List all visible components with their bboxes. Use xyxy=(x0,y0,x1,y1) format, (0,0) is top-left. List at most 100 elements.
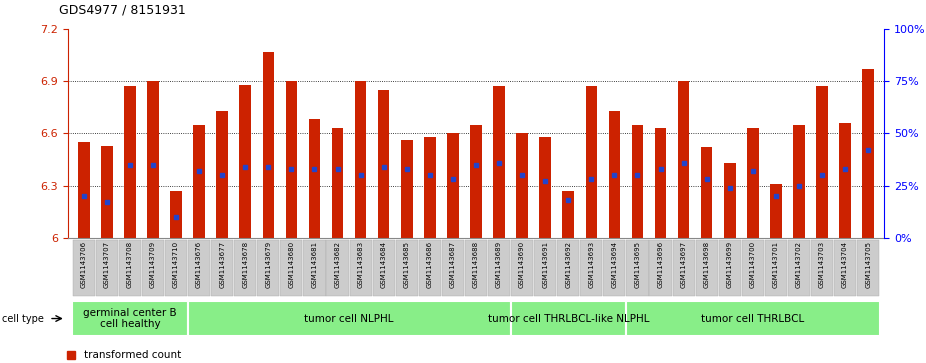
Bar xyxy=(632,125,644,238)
Bar xyxy=(488,240,510,296)
Bar xyxy=(534,240,557,296)
Text: GSM1143706: GSM1143706 xyxy=(81,241,87,288)
Text: GSM1143689: GSM1143689 xyxy=(496,241,502,288)
Bar xyxy=(101,146,113,238)
Bar xyxy=(678,81,689,238)
Text: GSM1143691: GSM1143691 xyxy=(543,241,548,288)
Bar xyxy=(581,240,603,296)
Bar xyxy=(655,128,667,238)
Bar xyxy=(470,125,482,238)
Bar xyxy=(401,140,412,238)
Text: GSM1143678: GSM1143678 xyxy=(243,241,248,288)
Text: GSM1143697: GSM1143697 xyxy=(681,241,686,288)
Text: GSM1143710: GSM1143710 xyxy=(173,241,179,288)
Text: GSM1143690: GSM1143690 xyxy=(519,241,525,288)
Bar xyxy=(188,240,210,296)
Bar xyxy=(649,240,671,296)
Bar xyxy=(281,240,303,296)
Text: transformed count: transformed count xyxy=(84,350,181,360)
Bar xyxy=(719,240,741,296)
Bar xyxy=(465,240,487,296)
Bar xyxy=(626,301,880,336)
Text: tumor cell NLPHL: tumor cell NLPHL xyxy=(305,314,394,323)
Text: GSM1143681: GSM1143681 xyxy=(311,241,318,288)
Bar xyxy=(263,52,274,238)
Bar xyxy=(378,90,390,238)
Bar xyxy=(304,240,326,296)
Bar xyxy=(124,86,135,238)
Bar xyxy=(608,111,620,238)
Text: GSM1143687: GSM1143687 xyxy=(450,241,456,288)
Text: GSM1143707: GSM1143707 xyxy=(104,241,110,288)
Bar xyxy=(165,240,187,296)
Bar xyxy=(257,240,280,296)
Bar xyxy=(747,128,758,238)
Text: GSM1143680: GSM1143680 xyxy=(288,241,294,288)
Bar xyxy=(194,125,205,238)
Bar xyxy=(72,240,94,296)
Bar xyxy=(442,240,464,296)
Bar xyxy=(217,111,228,238)
Bar xyxy=(839,123,851,238)
Bar xyxy=(424,137,435,238)
Bar xyxy=(834,240,857,296)
Bar xyxy=(170,191,181,238)
Text: GSM1143701: GSM1143701 xyxy=(773,241,779,288)
Text: GSM1143692: GSM1143692 xyxy=(565,241,571,288)
Bar xyxy=(142,240,164,296)
Bar xyxy=(701,147,712,238)
Bar xyxy=(234,240,257,296)
Bar xyxy=(285,81,297,238)
Bar xyxy=(742,240,764,296)
Text: GSM1143696: GSM1143696 xyxy=(657,241,664,288)
Text: GSM1143688: GSM1143688 xyxy=(473,241,479,288)
Text: GSM1143676: GSM1143676 xyxy=(196,241,202,288)
Text: GSM1143700: GSM1143700 xyxy=(750,241,756,288)
Text: tumor cell THRLBCL: tumor cell THRLBCL xyxy=(701,314,805,323)
Text: GSM1143682: GSM1143682 xyxy=(334,241,341,288)
Bar xyxy=(308,119,320,238)
Bar xyxy=(862,69,874,238)
Bar xyxy=(604,240,625,296)
Bar xyxy=(510,301,626,336)
Bar xyxy=(332,128,344,238)
Text: GSM1143702: GSM1143702 xyxy=(796,241,802,288)
Bar xyxy=(211,240,233,296)
Text: GSM1143693: GSM1143693 xyxy=(588,241,594,288)
Text: GSM1143694: GSM1143694 xyxy=(611,241,618,288)
Text: GSM1143699: GSM1143699 xyxy=(727,241,732,288)
Bar xyxy=(724,163,735,238)
Bar xyxy=(147,81,158,238)
Text: GSM1143705: GSM1143705 xyxy=(865,241,871,288)
Bar xyxy=(817,86,828,238)
Bar xyxy=(349,240,371,296)
Bar xyxy=(419,240,441,296)
Bar xyxy=(794,125,805,238)
Text: GSM1143679: GSM1143679 xyxy=(266,241,271,288)
Text: GSM1143695: GSM1143695 xyxy=(634,241,641,288)
Bar xyxy=(95,240,118,296)
Text: cell type: cell type xyxy=(2,314,44,323)
Text: GDS4977 / 8151931: GDS4977 / 8151931 xyxy=(59,4,186,16)
Bar xyxy=(770,184,782,238)
Bar xyxy=(857,240,880,296)
Bar xyxy=(517,134,528,238)
Bar xyxy=(585,86,597,238)
Bar xyxy=(327,240,348,296)
Bar xyxy=(72,301,188,336)
Bar xyxy=(447,134,458,238)
Text: GSM1143703: GSM1143703 xyxy=(819,241,825,288)
Text: germinal center B
cell healthy: germinal center B cell healthy xyxy=(83,308,177,329)
Bar xyxy=(788,240,810,296)
Bar xyxy=(557,240,580,296)
Text: GSM1143708: GSM1143708 xyxy=(127,241,133,288)
Bar xyxy=(672,240,694,296)
Bar xyxy=(765,240,787,296)
Bar xyxy=(494,86,505,238)
Text: GSM1143685: GSM1143685 xyxy=(404,241,409,288)
Text: GSM1143709: GSM1143709 xyxy=(150,241,156,288)
Bar xyxy=(626,240,648,296)
Bar xyxy=(695,240,718,296)
Bar xyxy=(355,81,367,238)
Text: GSM1143677: GSM1143677 xyxy=(219,241,225,288)
